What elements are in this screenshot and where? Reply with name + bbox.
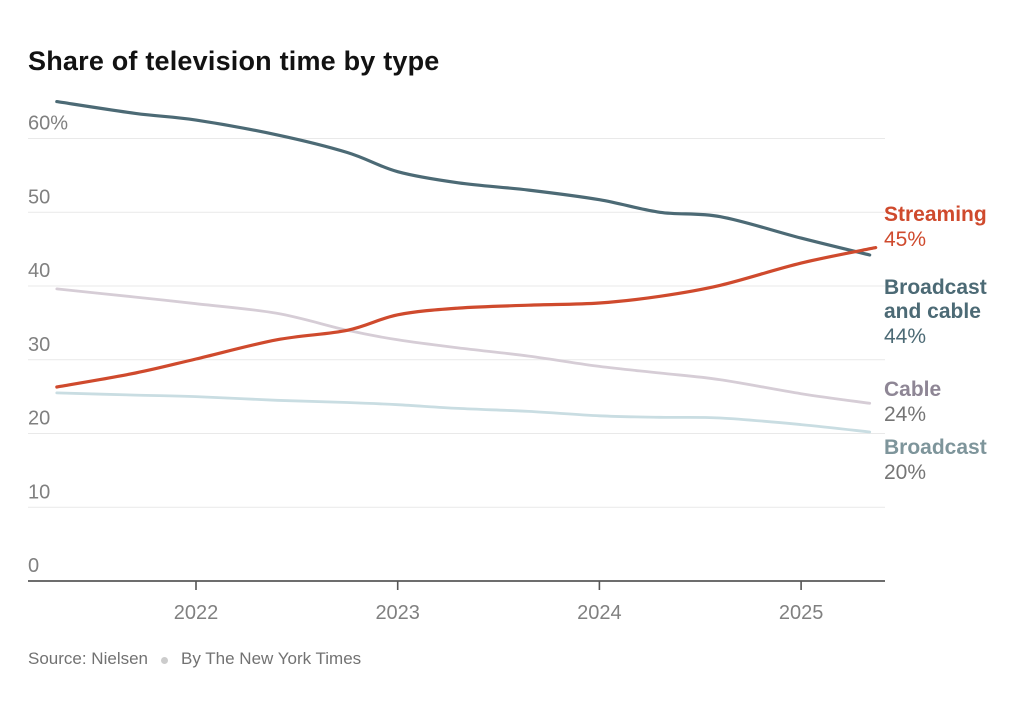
y-tick-label: 50 xyxy=(28,186,50,208)
source-line: Source: Nielsen By The New York Times xyxy=(28,649,361,669)
y-tick-label: 30 xyxy=(28,334,50,356)
y-tick-label: 10 xyxy=(28,481,50,503)
series-value-broadcast-and-cable: 44% xyxy=(884,325,927,348)
series-line-cable xyxy=(55,287,872,405)
series-name-cable: Cable xyxy=(884,378,942,401)
y-tick-label: 40 xyxy=(28,260,50,282)
y-tick-label: 0 xyxy=(28,555,39,577)
y-tick-label: 20 xyxy=(28,408,50,430)
x-tick-label: 2022 xyxy=(174,602,219,624)
x-tick-label: 2025 xyxy=(779,602,824,624)
series-name-broadcast-and-cable-line1: Broadcast xyxy=(884,276,987,299)
series-name-broadcast-and-cable-line2: and cable xyxy=(884,300,981,323)
series-value-cable: 24% xyxy=(884,403,927,426)
series-name-streaming: Streaming xyxy=(884,203,987,226)
series-label-broadcast-and-cable: Broadcast and cable 44% xyxy=(884,276,1024,349)
source-text: Source: Nielsen xyxy=(28,649,149,668)
chart-title: Share of television time by type xyxy=(28,46,440,77)
series-value-streaming: 45% xyxy=(884,228,927,251)
series-value-broadcast: 20% xyxy=(884,461,927,484)
y-tick-label: 60% xyxy=(28,113,68,135)
x-tick-label: 2024 xyxy=(577,602,622,624)
series-label-cable: Cable 24% xyxy=(884,378,1024,427)
x-tick-label: 2023 xyxy=(375,602,420,624)
series-label-streaming: Streaming 45% xyxy=(884,203,1024,252)
series-label-broadcast: Broadcast 20% xyxy=(884,436,1024,485)
separator-dot-icon xyxy=(161,656,169,664)
byline-text: By The New York Times xyxy=(181,649,362,668)
series-line-broadcast-and-cable xyxy=(55,100,872,257)
series-line-streaming xyxy=(55,246,878,389)
series-name-broadcast: Broadcast xyxy=(884,436,987,459)
series-line-broadcast xyxy=(55,391,872,434)
